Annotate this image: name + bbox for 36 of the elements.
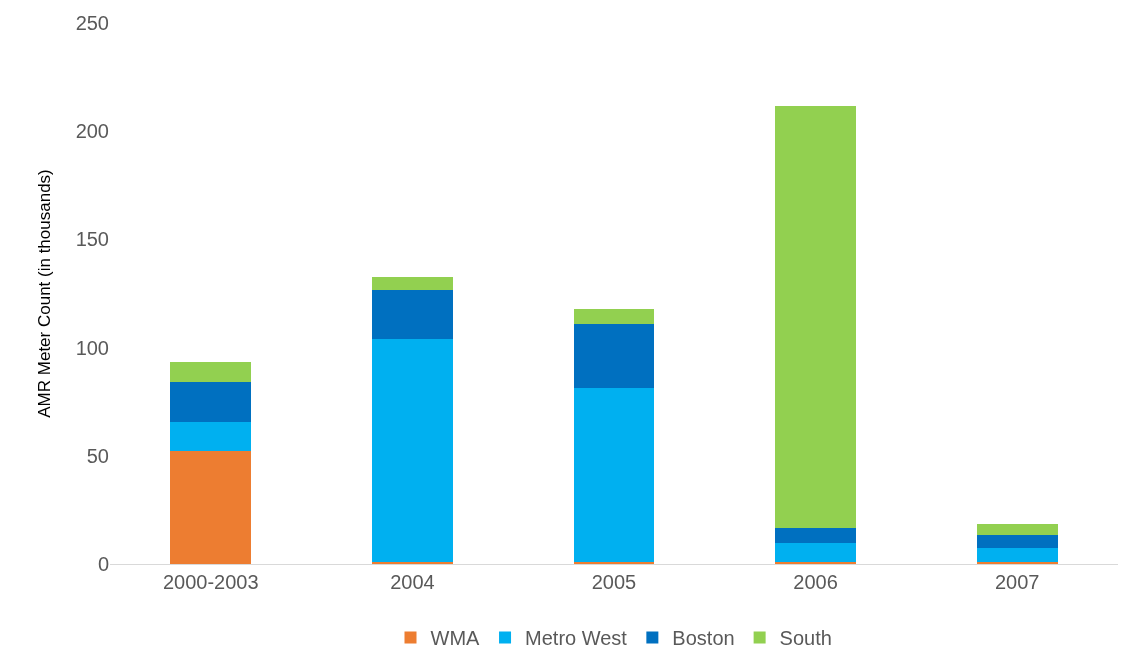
bar bbox=[976, 561, 1058, 564]
x-tick-label: 2004 bbox=[390, 571, 435, 593]
bar bbox=[372, 277, 453, 291]
x-tick-label: 2000-2003 bbox=[162, 571, 259, 593]
legend-label: WMA bbox=[430, 627, 481, 650]
legend-label: Metro West bbox=[525, 627, 628, 650]
bar bbox=[170, 422, 252, 452]
bar bbox=[372, 338, 453, 562]
bar bbox=[775, 106, 856, 529]
bar bbox=[573, 387, 655, 562]
bar bbox=[775, 561, 856, 564]
y-axis-title: AMR Meter Count (in thousands) bbox=[35, 169, 55, 418]
bar bbox=[170, 361, 252, 383]
y-tick-label: 250 bbox=[75, 12, 109, 34]
legend-label: South bbox=[779, 627, 832, 650]
bar bbox=[976, 534, 1058, 548]
y-tick-label: 200 bbox=[75, 120, 109, 143]
y-tick-label: 150 bbox=[75, 228, 109, 251]
bar bbox=[573, 323, 655, 388]
y-tick-label: 100 bbox=[75, 336, 109, 359]
bar bbox=[170, 451, 252, 564]
x-tick-label: 2005 bbox=[591, 571, 637, 593]
y-tick-label: 0 bbox=[97, 553, 109, 575]
bar bbox=[775, 528, 856, 544]
bar bbox=[170, 382, 252, 423]
x-tick-label: 2006 bbox=[793, 571, 838, 593]
bar bbox=[573, 561, 655, 564]
bar bbox=[775, 543, 856, 562]
bar bbox=[976, 523, 1058, 535]
legend-label: Boston bbox=[672, 627, 735, 650]
y-tick-label: 50 bbox=[86, 444, 109, 467]
bar bbox=[976, 547, 1058, 562]
bar bbox=[573, 308, 655, 324]
bar bbox=[372, 561, 453, 564]
x-tick-label: 2007 bbox=[994, 571, 1040, 593]
bar bbox=[372, 290, 453, 339]
